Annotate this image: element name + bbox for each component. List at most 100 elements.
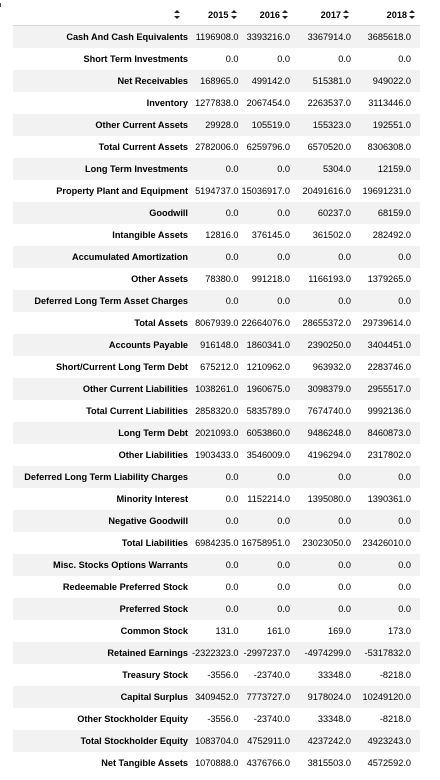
cell-value: 0.0 [277, 471, 291, 482]
index-sort-header[interactable] [13, 4, 192, 26]
cell-value: 16758951.0 [241, 537, 291, 548]
cell-value: 2390250.0 [307, 339, 352, 350]
cell-value: 991218.0 [251, 273, 291, 284]
cell-value: 963932.0 [312, 361, 352, 372]
table-row: Redeemable Preferred Stock 0.0 0.0 0.0 0.0 [13, 576, 420, 598]
cell-value: 499142.0 [251, 75, 291, 86]
row-label: Long Term Debt [118, 427, 188, 438]
table-row: Negative Goodwill 0.0 0.0 0.0 0.0 [13, 509, 421, 532]
cell-value: 2317802.0 [367, 449, 412, 460]
column-header-label: 2018 [386, 9, 408, 20]
cell-value: 0.0 [225, 295, 239, 306]
cell-value: 6984235.0 [195, 537, 239, 548]
cell-value: 376145.0 [251, 229, 291, 240]
cell-value: -8218.0 [379, 669, 412, 680]
cell-value: 0.0 [398, 559, 412, 570]
cell-value: 0.0 [225, 515, 239, 526]
table-row: Total Current Liabilities 2858320.0 583578… [13, 400, 420, 422]
table-row: Accounts Payable 916148.0 1860341.0 2390250… [13, 333, 421, 356]
column-header-2017[interactable]: 2017 [293, 4, 355, 26]
cell-value: 1196908.0 [195, 31, 239, 42]
row-label: Net Receivables [117, 75, 188, 86]
cell-value: 4196294.0 [307, 449, 352, 460]
cell-value: 0.0 [338, 471, 352, 482]
column-header-2018[interactable]: 2018 [354, 4, 421, 26]
cell-value: 15036917.0 [241, 185, 291, 196]
cell-value: 0.0 [225, 581, 239, 592]
cell-value: 33348.0 [317, 669, 352, 680]
cell-value: 3367914.0 [307, 31, 352, 42]
cell-value: 78380.0 [205, 273, 239, 284]
row-label: Negative Goodwill [108, 515, 188, 526]
cell-value: 192551.0 [372, 119, 412, 130]
cell-value: 6259796.0 [246, 141, 291, 152]
cell-value: 0.0 [225, 163, 239, 174]
cell-value: 0.0 [225, 207, 239, 218]
cell-value: 0.0 [225, 471, 239, 482]
cell-value: 2782006.0 [195, 141, 239, 152]
cell-value: 4376766.0 [246, 757, 291, 768]
table-row: Retained Earnings -2322323.0 -2997237.0 -49… [13, 641, 421, 664]
table-row: Deferred Long Term Asset Charges 0.0 0.0 0.… [13, 289, 421, 312]
row-label: Deferred Long Term Liability Charges [24, 471, 188, 482]
table-row: Total Assets 8067939.0 22664076.0 28655372.… [13, 312, 420, 334]
table-row: Net Tangible Assets 1070888.0 4376766.0 381… [13, 752, 420, 774]
row-label: Capital Surplus [120, 691, 188, 702]
cell-value: 161.0 [267, 625, 291, 636]
cell-value: 155323.0 [312, 119, 352, 130]
cell-value: 1166193.0 [308, 273, 352, 284]
cell-value: 23426010.0 [362, 537, 412, 548]
column-header-2015[interactable]: 2015 [192, 4, 242, 26]
cell-value: 1379265.0 [367, 273, 412, 284]
table-row: Cash And Cash Equivalents 1196908.0 339321… [13, 25, 421, 48]
cell-value: 1083704.0 [195, 735, 239, 746]
cell-value: 515381.0 [312, 75, 352, 86]
cell-value: 68159.0 [377, 207, 412, 218]
cell-value: 1152214.0 [247, 493, 291, 504]
row-label: Total Current Assets [98, 141, 188, 152]
cell-value: 33348.0 [317, 713, 352, 724]
cell-value: 60237.0 [317, 207, 352, 218]
cell-value: 0.0 [225, 493, 239, 504]
cell-value: -23740.0 [253, 669, 291, 680]
cell-value: 3098379.0 [307, 383, 352, 394]
row-label: Goodwill [149, 207, 188, 218]
cell-value: 9486248.0 [307, 427, 352, 438]
cell-value: 4752911.0 [247, 735, 291, 746]
table-row: Accumulated Amortization 0.0 0.0 0.0 0.0 [13, 245, 421, 268]
row-label: Total Stockholder Equity [80, 735, 188, 746]
cell-value: 1038261.0 [195, 383, 239, 394]
cell-value: 5304.0 [322, 163, 352, 174]
cell-value: 0.0 [338, 559, 352, 570]
table-row: Deferred Long Term Liability Charges 0.0 0… [13, 465, 421, 488]
row-label: Intangible Assets [112, 229, 188, 240]
cell-value: 0.0 [398, 515, 412, 526]
cell-value: 1960675.0 [246, 383, 291, 394]
cell-value: 3113446.0 [368, 97, 412, 108]
row-label: Short Term Investments [83, 53, 189, 64]
cell-value: -2997237.0 [243, 647, 291, 658]
cell-value: -23740.0 [253, 713, 291, 724]
cell-value: 0.0 [338, 251, 352, 262]
cell-value: -8218.0 [379, 713, 412, 724]
table-row: Minority Interest 0.0 1152214.0 1395080.0 13… [13, 488, 420, 510]
cell-value: 6570520.0 [307, 141, 352, 152]
cell-value: 1395080.0 [307, 493, 352, 504]
cell-value: 20491616.0 [302, 185, 352, 196]
cell-value: 0.0 [398, 581, 412, 592]
column-header-label: 2015 [208, 9, 229, 20]
cell-value: 2283746.0 [367, 361, 412, 372]
table-row: Total Liabilities 6984235.0 16758951.0 2302… [13, 532, 420, 554]
column-header-2016[interactable]: 2016 [241, 4, 294, 26]
cell-value: 168965.0 [200, 75, 239, 86]
table-row: Intangible Assets 12816.0 376145.0 361502.0… [13, 224, 420, 246]
cell-value: 2858320.0 [195, 405, 239, 416]
cell-value: 0.0 [225, 53, 239, 64]
cell-value: 3409452.0 [195, 691, 239, 702]
cell-value: 3404451.0 [367, 339, 412, 350]
cell-value: -2322323.0 [192, 647, 239, 658]
cell-value: 0.0 [277, 559, 291, 570]
table-row: Long Term Debt 2021093.0 6053860.0 9486248.… [13, 421, 421, 444]
cell-value: 4923243.0 [367, 735, 412, 746]
cell-value: 0.0 [398, 471, 412, 482]
